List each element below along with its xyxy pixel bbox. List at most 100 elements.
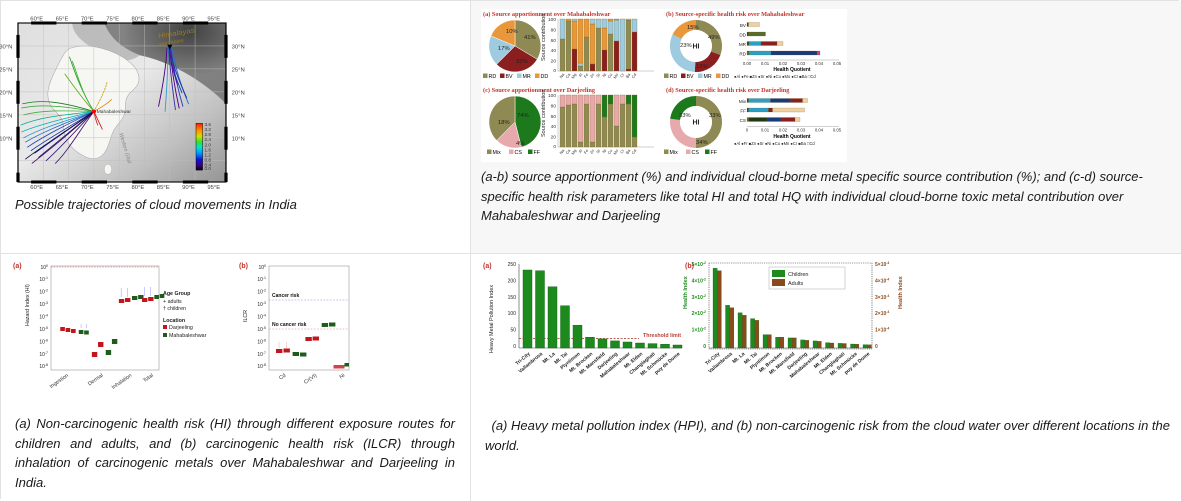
svg-text:0.01: 0.01 (761, 128, 770, 133)
svg-text:0.04: 0.04 (815, 61, 824, 66)
svg-text:ILCR: ILCR (243, 310, 249, 322)
svg-text:10-3: 10-3 (257, 301, 266, 308)
svg-text:●Al ●Fr ■Zn ●Sr ●Ni ●Cu ●Mn ●C: ●Al ●Fr ■Zn ●Sr ●Ni ●Cu ●Mn ●Cr ■Ba □Cd (734, 141, 815, 146)
svg-text:30°N: 30°N (0, 45, 12, 51)
svg-text:75°E: 75°E (106, 17, 119, 23)
svg-text:80: 80 (551, 27, 557, 33)
svg-text:HI: HI (693, 44, 700, 51)
svg-text:2×10-4: 2×10-4 (875, 310, 889, 317)
svg-text:85°E: 85°E (157, 185, 170, 191)
svg-text:17%: 17% (498, 46, 510, 52)
svg-text:13%: 13% (696, 64, 708, 70)
svg-text:20°N: 20°N (232, 91, 245, 97)
svg-text:20°N: 20°N (0, 91, 12, 97)
svg-text:0.00: 0.00 (743, 61, 752, 66)
svg-text:2.4: 2.4 (204, 137, 211, 142)
svg-text:10-1: 10-1 (39, 276, 48, 283)
svg-text:30°N: 30°N (232, 45, 245, 51)
svg-text:10-4: 10-4 (257, 314, 266, 321)
svg-text:10-2: 10-2 (39, 289, 48, 296)
svg-text:0.02: 0.02 (779, 128, 788, 133)
svg-text:10-8: 10-8 (257, 363, 266, 370)
svg-text:0: 0 (703, 344, 706, 350)
svg-text:RD: RD (670, 74, 678, 80)
svg-text:10-7: 10-7 (39, 351, 48, 358)
svg-text:Mix: Mix (493, 150, 502, 156)
svg-text:2.0: 2.0 (204, 142, 211, 147)
svg-text:RD: RD (739, 52, 746, 57)
svg-text:90°E: 90°E (182, 185, 195, 191)
svg-text:2×10-2: 2×10-2 (692, 310, 706, 317)
svg-text:100: 100 (548, 93, 556, 99)
svg-text:Threshold limit: Threshold limit (643, 333, 681, 339)
svg-text:Mahabaleshwar: Mahabaleshwar (169, 333, 207, 339)
svg-text:CS: CS (692, 150, 700, 156)
svg-text:0.05: 0.05 (833, 128, 842, 133)
svg-text:●Al ●Fe ■Zn ●Sr ●Ni ●Cu ●Mo ●C: ●Al ●Fe ■Zn ●Sr ●Ni ●Cu ●Mo ●Cr ■Ba □Cd (734, 74, 816, 79)
svg-text:10-4: 10-4 (39, 314, 48, 321)
svg-text:BV: BV (687, 74, 695, 80)
svg-text:Age Group: Age Group (163, 291, 191, 297)
svg-text:† children: † children (163, 306, 186, 312)
svg-text:3×10-4: 3×10-4 (875, 294, 889, 301)
svg-text:(b): (b) (239, 263, 248, 270)
svg-text:1.6: 1.6 (204, 148, 211, 153)
svg-text:1×10-2: 1×10-2 (692, 327, 706, 334)
svg-text:Inhalation: Inhalation (111, 373, 133, 391)
svg-text:0: 0 (513, 344, 516, 350)
svg-text:70°E: 70°E (81, 17, 94, 23)
svg-text:Dermal: Dermal (87, 373, 104, 388)
svg-text:0: 0 (553, 68, 556, 74)
svg-text:34%: 34% (696, 140, 708, 146)
svg-text:200: 200 (508, 278, 517, 284)
svg-text:0.03: 0.03 (797, 128, 806, 133)
svg-text:74%: 74% (517, 113, 529, 119)
svg-text:10-3: 10-3 (39, 301, 48, 308)
svg-text:1.2: 1.2 (204, 153, 211, 158)
svg-text:0.0: 0.0 (204, 166, 211, 171)
svg-text:0.8: 0.8 (204, 158, 211, 163)
svg-text:100: 100 (548, 17, 556, 23)
svg-text:Ingestion: Ingestion (49, 373, 70, 390)
svg-text:Cancer risk: Cancer risk (272, 293, 299, 299)
svg-text:Health Index: Health Index (898, 275, 904, 309)
svg-text:FF: FF (740, 109, 746, 114)
svg-text:18%: 18% (498, 120, 510, 126)
svg-text:15°N: 15°N (232, 114, 245, 120)
svg-text:Ni: Ni (339, 373, 347, 381)
svg-text:10-8: 10-8 (39, 363, 48, 370)
svg-text:DD: DD (739, 33, 746, 38)
svg-text:0.01: 0.01 (761, 61, 770, 66)
svg-text:Mix: Mix (670, 150, 679, 156)
svg-text:Cd: Cd (278, 373, 287, 382)
svg-text:10-2: 10-2 (257, 289, 266, 296)
svg-text:MR: MR (704, 74, 712, 80)
svg-text:15°N: 15°N (0, 114, 12, 120)
svg-text:Mix: Mix (739, 99, 747, 104)
svg-text:Cr(VI): Cr(VI) (303, 373, 318, 386)
svg-text:100: 100 (508, 311, 517, 317)
svg-text:10-6: 10-6 (257, 339, 266, 346)
svg-text:80°E: 80°E (132, 17, 145, 23)
svg-text:FF: FF (711, 150, 718, 156)
svg-text:CS: CS (515, 150, 523, 156)
svg-text:32%: 32% (516, 59, 528, 65)
svg-text:Children: Children (788, 272, 808, 278)
svg-text:60: 60 (551, 114, 557, 120)
svg-text:RD: RD (489, 74, 497, 80)
svg-text:No cancer risk: No cancer risk (272, 322, 307, 328)
svg-text:100: 100 (258, 264, 266, 271)
svg-text:10°N: 10°N (0, 137, 12, 143)
svg-text:0.02: 0.02 (779, 61, 788, 66)
svg-text:49%: 49% (708, 35, 720, 41)
svg-text:CS: CS (740, 118, 746, 123)
svg-text:60°E: 60°E (30, 185, 43, 191)
svg-text:DD: DD (541, 74, 549, 80)
svg-text:150: 150 (508, 295, 517, 301)
svg-text:Health Index: Health Index (683, 275, 689, 309)
svg-text:80: 80 (551, 103, 557, 109)
svg-text:+ adults: + adults (163, 299, 182, 305)
svg-text:Location: Location (163, 318, 185, 324)
svg-text:Darjeeling: Darjeeling (169, 325, 193, 331)
svg-text:2.8: 2.8 (204, 132, 211, 137)
